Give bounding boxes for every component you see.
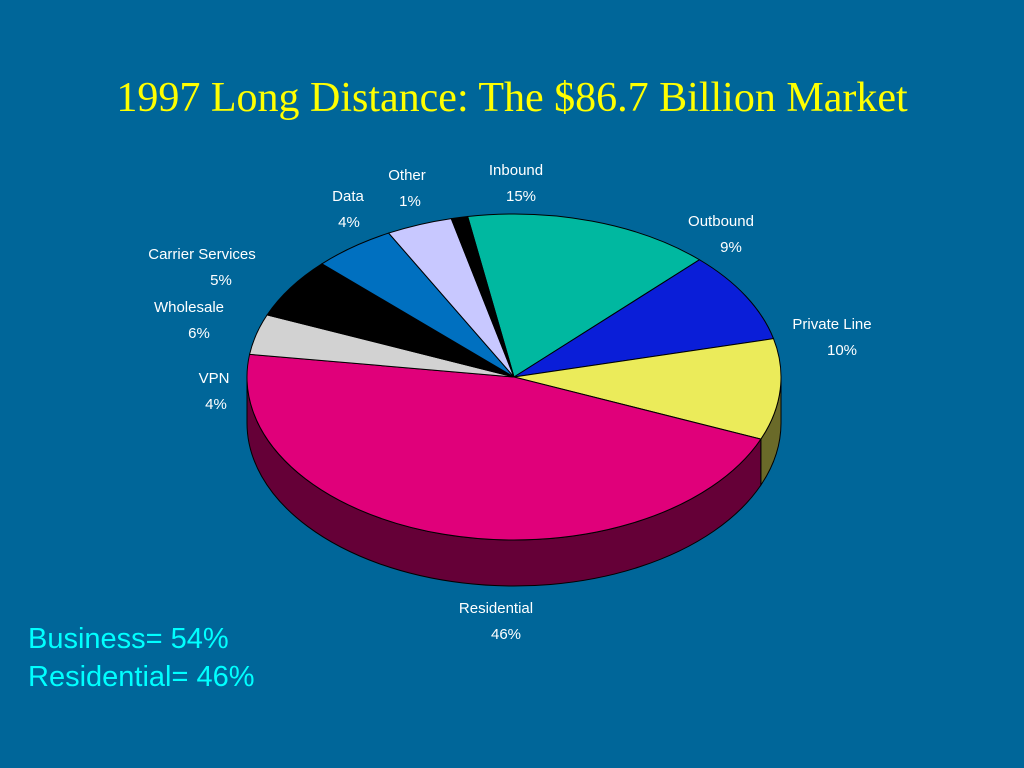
slice-label-vpn: VPN — [199, 370, 230, 387]
pie-slice-other — [450, 215, 515, 378]
pie-slice-residential — [246, 353, 762, 541]
pie-labels-group: Inbound 15% Outbound 9% Private Line 10% Resid… — [148, 162, 871, 643]
chart-title: 1997 Long Distance: The $86.7 Billion Ma… — [116, 75, 908, 121]
slice-label-wholesale: Wholesale — [154, 299, 224, 316]
slice-pct-outbound: 9% — [720, 239, 742, 256]
slice-label-residential: Residential — [459, 600, 533, 617]
slice-pct-private-line: 10% — [827, 342, 857, 359]
business-summary: Business= 54% — [28, 623, 229, 655]
slice-pct-inbound: 15% — [506, 188, 536, 205]
slice-label-data: Data — [332, 188, 364, 205]
residential-summary: Residential= 46% — [28, 661, 255, 693]
slice-pct-vpn: 4% — [205, 396, 227, 413]
slice-pct-wholesale: 6% — [188, 325, 210, 342]
summary-box: Business= 54% Residential= 46% — [28, 620, 255, 696]
slice-label-inbound: Inbound — [489, 162, 543, 179]
slice-label-carrier-services: Carrier Services — [148, 246, 256, 263]
slice-label-outbound: Outbound — [688, 213, 754, 230]
pie-slices-group — [246, 213, 782, 541]
slice-label-private-line: Private Line — [792, 316, 871, 333]
slice-pct-other: 1% — [399, 193, 421, 210]
slice-label-other: Other — [388, 167, 426, 184]
slice-pct-data: 4% — [338, 214, 360, 231]
slice-pct-residential: 46% — [491, 626, 521, 643]
pie-slice-outbound — [513, 259, 775, 378]
slice-pct-carrier-services: 5% — [210, 272, 232, 289]
pie-slice-private-line — [513, 338, 782, 440]
pie-slice-inbound — [466, 213, 701, 378]
